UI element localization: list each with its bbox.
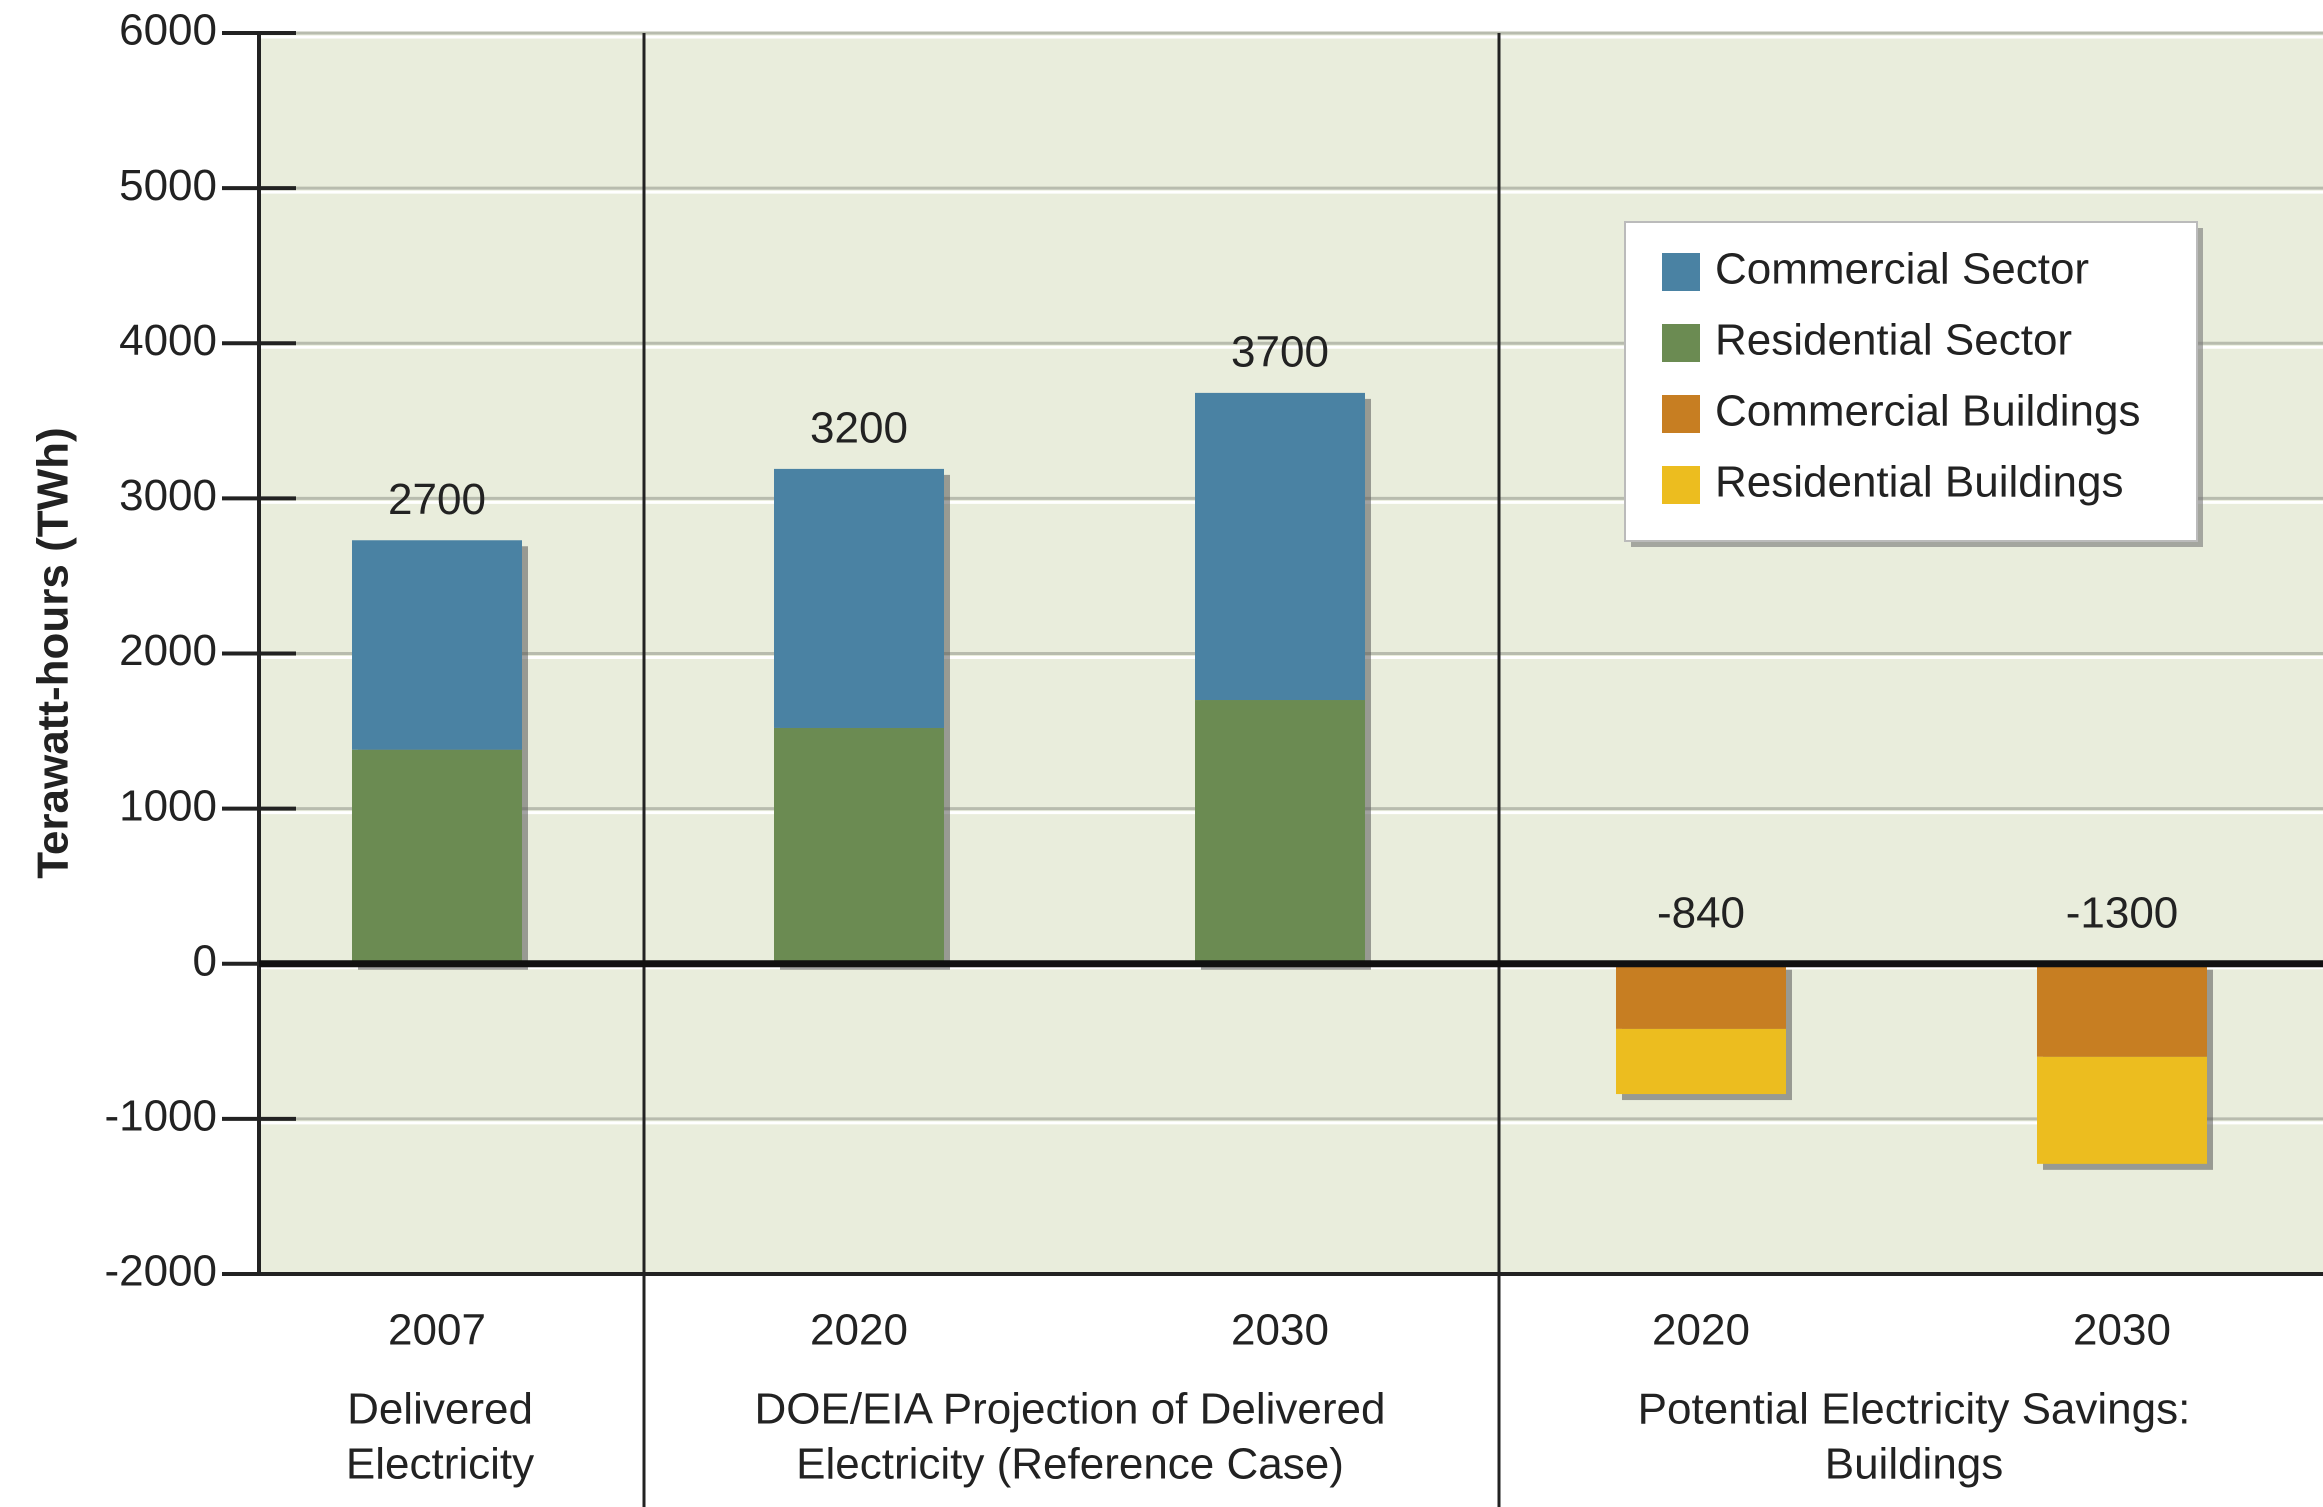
legend-swatch	[1662, 395, 1700, 433]
legend-swatch	[1662, 324, 1700, 362]
group-label: Buildings	[1825, 1440, 2004, 1489]
y-tick-label: -1000	[104, 1092, 217, 1141]
bar-segment	[2037, 963, 2207, 1057]
y-tick-label: 6000	[119, 6, 217, 55]
total-label: -840	[1657, 888, 1745, 937]
total-label: 2700	[388, 475, 486, 524]
legend-swatch	[1662, 466, 1700, 504]
legend-label: Commercial Sector	[1715, 245, 2089, 294]
bar-segment	[1195, 700, 1365, 964]
group-label: Delivered	[347, 1385, 533, 1434]
group-label: Potential Electricity Savings:	[1638, 1385, 2191, 1434]
total-label: 3200	[810, 404, 908, 453]
total-label: -1300	[2066, 888, 2179, 937]
y-tick-label: -2000	[104, 1247, 217, 1296]
bar-segment	[774, 468, 944, 728]
y-axis-label: Terawatt-hours (TWh)	[29, 427, 78, 878]
y-tick-label: 1000	[119, 781, 217, 830]
y-tick-label: 3000	[119, 471, 217, 520]
x-tick-label: 2030	[1231, 1306, 1329, 1355]
x-tick-label: 2030	[2073, 1306, 2171, 1355]
x-tick-label: 2020	[810, 1306, 908, 1355]
total-label: 3700	[1231, 328, 1329, 377]
y-tick-label: 0	[193, 936, 217, 985]
y-tick-label: 4000	[119, 316, 217, 365]
y-tick-label: 2000	[119, 626, 217, 675]
legend	[1624, 221, 2198, 542]
bar-segment	[352, 540, 522, 750]
bar-segment	[352, 749, 522, 964]
x-tick-label: 2020	[1652, 1306, 1750, 1355]
legend-label: Residential Sector	[1715, 316, 2072, 365]
group-label: DOE/EIA Projection of Delivered	[755, 1385, 1386, 1434]
legend-swatch	[1662, 253, 1700, 291]
legend-label: Commercial Buildings	[1715, 387, 2140, 436]
group-label: Electricity	[346, 1440, 534, 1489]
bar-segment	[2037, 1056, 2207, 1164]
group-label: Electricity (Reference Case)	[796, 1440, 1344, 1489]
x-tick-label: 2007	[388, 1306, 486, 1355]
bar-segment	[774, 727, 944, 964]
legend-label: Residential Buildings	[1715, 458, 2123, 507]
y-tick-label: 5000	[119, 161, 217, 210]
bar-segment	[1616, 1028, 1786, 1095]
bar-segment	[1195, 392, 1365, 701]
bar-segment	[1616, 963, 1786, 1029]
